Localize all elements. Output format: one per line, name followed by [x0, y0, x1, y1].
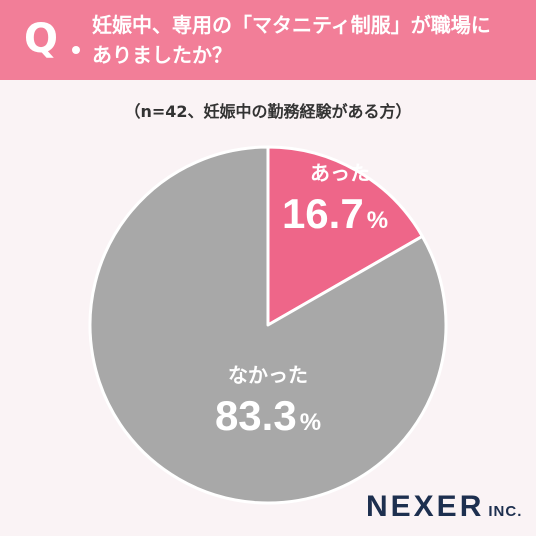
- nexer-logo: NEXER INC.: [366, 490, 522, 524]
- question-line-2: ありましたか？: [92, 43, 232, 67]
- logo-suffix: INC.: [488, 503, 523, 520]
- sample-note: （n=42、妊娠中の勤務経験がある方）: [124, 102, 412, 121]
- pie-slice-2: [88, 145, 448, 505]
- question-banner: Q 妊娠中、専用の「マタニティ制服」が職場に ありましたか？: [0, 0, 536, 80]
- pie-slice-1: [266, 145, 424, 327]
- logo-name: NEXER: [366, 490, 485, 523]
- question-line-1: 妊娠中、専用の「マタニティ制服」が職場に: [92, 13, 491, 37]
- question-mark-label: Q: [24, 16, 59, 62]
- slice-label-2: なかった: [228, 363, 308, 387]
- slice-label-1: あった: [310, 161, 370, 185]
- question-dot-icon: [72, 46, 80, 54]
- slice-value-1: 16.7%: [282, 190, 388, 237]
- question-text: 妊娠中、専用の「マタニティ制服」が職場に ありましたか？: [92, 10, 522, 70]
- slice-value-2: 83.3%: [215, 392, 321, 439]
